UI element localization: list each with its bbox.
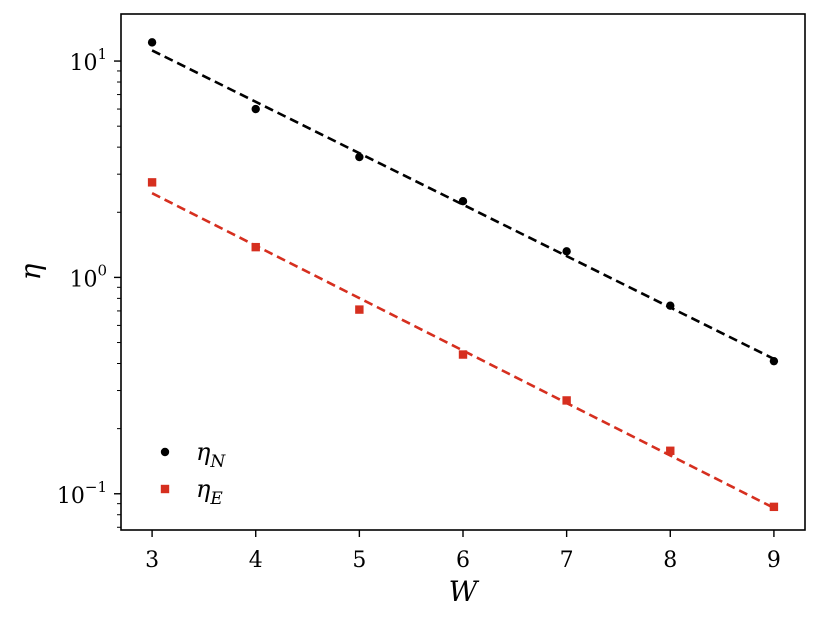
point-N	[458, 197, 468, 206]
y-tick-label: 100	[69, 261, 107, 292]
point-N	[147, 38, 157, 47]
x-tick-label: 8	[663, 548, 677, 573]
legend-symbol: η	[196, 438, 211, 466]
point-E	[769, 502, 779, 512]
point-E	[355, 305, 364, 314]
point-E	[458, 350, 468, 359]
x-tick-label: 9	[767, 548, 781, 573]
legend-subscript: N	[209, 452, 226, 472]
y-tick-exponent: −1	[85, 478, 107, 496]
y-tick-base: 10	[69, 51, 97, 76]
y-tick-base: 10	[69, 267, 97, 292]
point-N	[251, 104, 260, 114]
point-E	[666, 446, 675, 455]
x-tick-label: 7	[560, 548, 574, 573]
x-tick-label: 6	[456, 548, 470, 573]
x-axis-label: W	[449, 575, 480, 608]
fit-lines	[151, 49, 775, 510]
point-N	[769, 356, 779, 366]
y-tick-exponent: 1	[97, 45, 107, 63]
y-tick-exponent: 0	[97, 261, 107, 279]
data-points	[147, 38, 779, 512]
x-axis-ticks: 3 4 5 6 7 8 9	[145, 530, 781, 573]
x-tick-label: 3	[145, 548, 159, 573]
y-axis-label: η	[14, 263, 47, 280]
point-N	[666, 301, 675, 310]
legend-marker-E	[160, 484, 170, 494]
point-N	[562, 247, 571, 256]
x-tick-label: 4	[249, 548, 263, 573]
point-E	[562, 396, 571, 405]
legend-label-E: ηE	[196, 475, 223, 509]
legend-label-N: ηN	[196, 438, 226, 472]
legend-subscript: E	[209, 489, 223, 509]
legend-symbol: η	[196, 475, 211, 503]
x-tick-label: 5	[352, 548, 366, 573]
point-E	[251, 242, 260, 252]
point-N	[355, 152, 364, 162]
y-tick-label: 101	[69, 45, 107, 76]
point-E	[147, 178, 157, 187]
y-tick-base: 10	[57, 484, 85, 509]
y-tick-label: 10−1	[57, 478, 107, 509]
legend-marker-N	[160, 447, 170, 457]
